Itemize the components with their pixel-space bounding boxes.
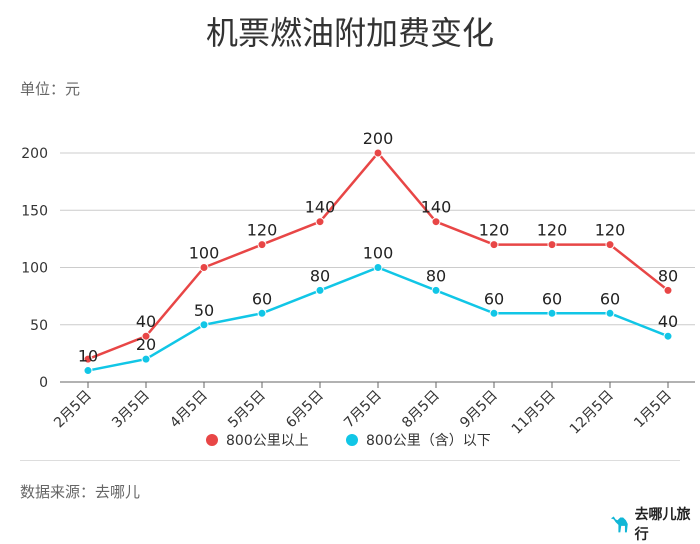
camel-icon [610, 516, 628, 533]
x-tick-label: 6月5日 [283, 388, 327, 432]
data-label: 60 [252, 289, 272, 308]
data-label: 120 [247, 221, 278, 240]
x-tick-label: 12月5日 [567, 388, 617, 438]
data-point [663, 331, 673, 341]
data-point [605, 308, 615, 318]
legend-marker [206, 434, 218, 446]
data-point [663, 285, 673, 295]
data-point [373, 263, 383, 272]
y-tick-label: 0 [39, 375, 48, 391]
brand-name: 去哪儿旅行 [634, 507, 691, 543]
data-point [257, 240, 267, 250]
data-point [257, 308, 267, 318]
data-label: 50 [194, 301, 214, 320]
x-tick-label: 3月5日 [109, 388, 153, 432]
data-point [431, 217, 441, 227]
legend-label: 800公里以上 [226, 433, 309, 449]
y-tick-label: 50 [30, 318, 48, 334]
data-point [373, 148, 383, 158]
y-tick-label: 200 [21, 146, 48, 162]
data-label: 60 [484, 289, 504, 308]
data-label: 40 [658, 312, 678, 331]
data-label: 60 [600, 289, 620, 308]
legend-marker [346, 434, 358, 446]
data-label: 60 [542, 289, 562, 308]
data-label: 140 [421, 198, 452, 217]
y-tick-label: 100 [21, 261, 48, 277]
data-label: 80 [310, 266, 330, 285]
legend-label: 800公里（含）以下 [366, 433, 491, 449]
data-label: 120 [595, 221, 626, 240]
x-tick-label: 9月5日 [457, 388, 501, 432]
data-point [141, 354, 151, 364]
data-point [83, 354, 93, 364]
data-label: 100 [363, 244, 394, 263]
data-point [199, 263, 209, 272]
unit-label: 单位：元 [20, 80, 81, 98]
data-label: 20 [136, 335, 156, 354]
divider [20, 460, 680, 461]
data-point [489, 240, 499, 250]
chart-title: 机票燃油附加费变化 [205, 14, 494, 52]
data-label: 140 [305, 198, 336, 217]
data-point [489, 308, 499, 318]
data-point [83, 366, 93, 376]
x-tick-label: 5月5日 [225, 388, 269, 432]
brand-logo: 去哪儿旅行 [610, 504, 700, 544]
data-label: 200 [363, 129, 394, 148]
data-label: 10 [78, 347, 98, 366]
data-point [547, 240, 557, 250]
data-label: 40 [136, 312, 156, 331]
data-label: 100 [189, 244, 220, 263]
x-tick-label: 2月5日 [51, 388, 95, 432]
data-label: 120 [479, 221, 510, 240]
data-point [141, 331, 151, 341]
line-chart: 0 50 100 150 200 2月5日 3月5日 4月5日 5月5日 6月5日 7月5日 8月5日… [21, 129, 695, 449]
data-point [315, 217, 325, 227]
x-tick-label: 8月5日 [399, 388, 443, 432]
data-label: 80 [658, 266, 678, 285]
x-tick-label: 4月5日 [167, 388, 211, 432]
data-point [199, 320, 209, 330]
data-label: 120 [537, 221, 568, 240]
data-point [315, 285, 325, 295]
series-line [87, 266, 669, 372]
x-tick-label: 7月5日 [341, 388, 385, 432]
x-tick-label: 1月5日 [631, 388, 675, 432]
x-tick-label: 11月5日 [509, 388, 559, 438]
data-label: 80 [426, 266, 446, 285]
data-point [605, 240, 615, 250]
source-text: 数据来源：去哪儿 [20, 483, 141, 501]
data-point [547, 308, 557, 318]
y-tick-label: 150 [21, 203, 48, 219]
data-point [431, 285, 441, 295]
